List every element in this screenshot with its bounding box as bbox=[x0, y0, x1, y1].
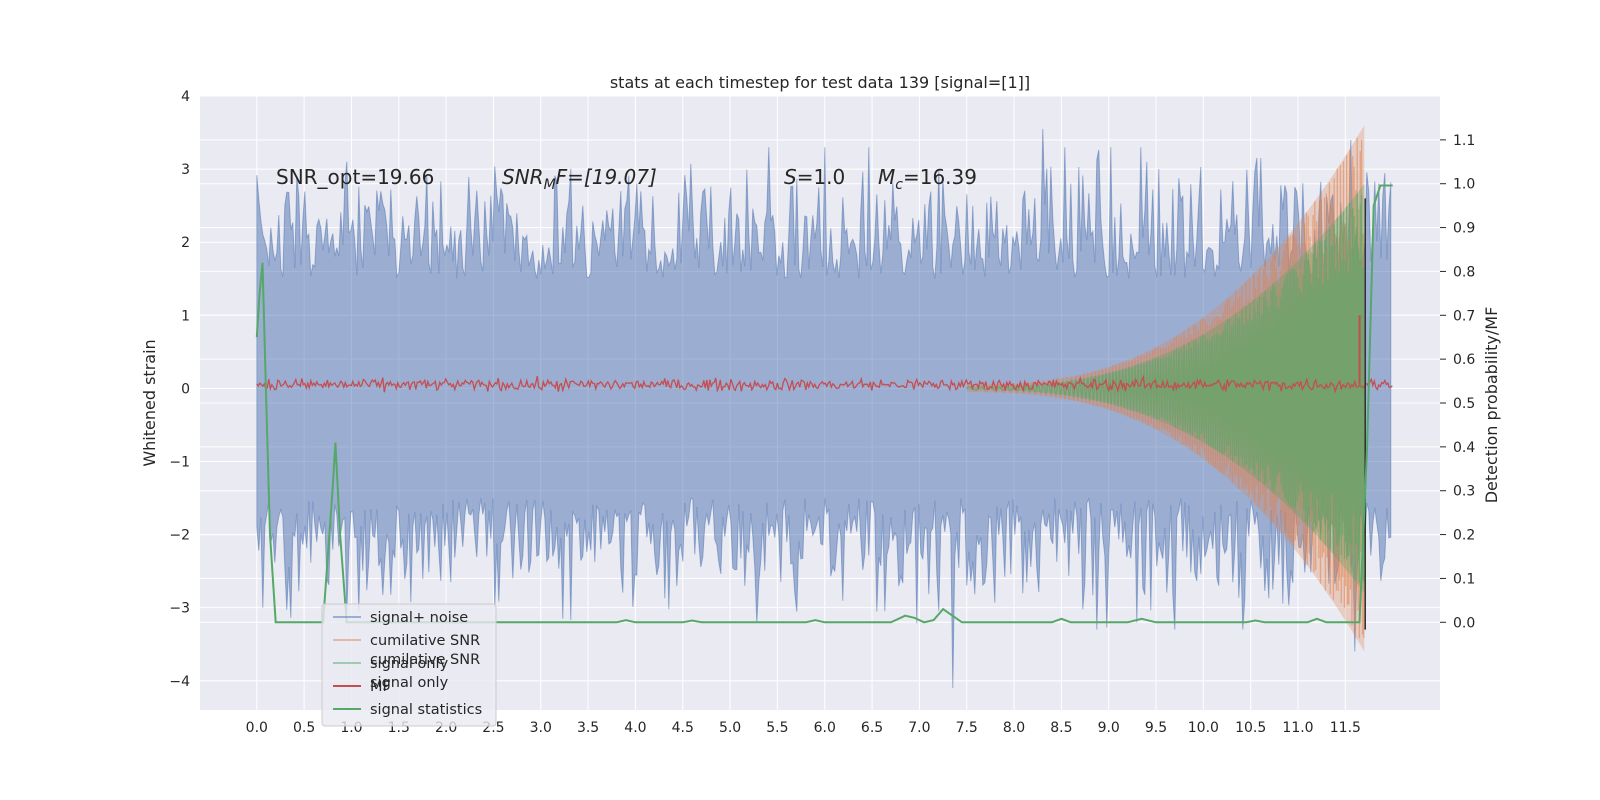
y-tick-label: −4 bbox=[169, 674, 190, 690]
x-tick-label: 3.0 bbox=[530, 720, 552, 736]
x-tick-label: 4.5 bbox=[672, 720, 694, 736]
annotation-snr-mf: SNRMF=[19.07] bbox=[502, 165, 657, 193]
signal-only-trace-envelope bbox=[966, 183, 1365, 593]
y-tick-label-right: 0.5 bbox=[1453, 396, 1475, 412]
y-tick-label-right: 0.2 bbox=[1453, 528, 1475, 544]
annotations: SNR_opt=19.66 SNRMF=[19.07] S=1.0 Mc=16.… bbox=[276, 165, 977, 193]
legend-box bbox=[321, 603, 497, 727]
legend-label: MF bbox=[370, 679, 391, 695]
legend-label: signal statistics bbox=[370, 702, 482, 718]
series-mf bbox=[256, 198, 1393, 630]
x-tick-label: 8.0 bbox=[1003, 720, 1025, 736]
x-tick-label: 11.0 bbox=[1282, 720, 1313, 736]
chart-title: stats at each timestep for test data 139… bbox=[610, 73, 1030, 92]
legend-ghost-label: signal only bbox=[370, 675, 449, 691]
y-tick-label: 0 bbox=[181, 381, 190, 397]
y-axis-label-right: Detection probability/MF bbox=[1482, 307, 1501, 504]
y-tick-label: −1 bbox=[169, 454, 190, 470]
x-tick-label: 7.5 bbox=[956, 720, 978, 736]
x-tick-label: 3.5 bbox=[577, 720, 599, 736]
signal-noise-trace bbox=[256, 128, 1392, 689]
x-tick-label: 9.5 bbox=[1145, 720, 1167, 736]
y-tick-label-right: 0.3 bbox=[1453, 484, 1475, 500]
y-tick-label-right: 0.6 bbox=[1453, 352, 1475, 368]
y-tick-label-right: 1.1 bbox=[1453, 133, 1475, 149]
y-tick-label: 1 bbox=[181, 308, 190, 324]
series-signal-statistics bbox=[255, 184, 1393, 624]
annotation-s: S=1.0 bbox=[784, 165, 845, 189]
x-tick-label: 11.5 bbox=[1330, 720, 1361, 736]
x-tick-label: 4.0 bbox=[624, 720, 646, 736]
y-tick-label-right: 0.4 bbox=[1453, 440, 1475, 456]
legend: cumilative SNR signal only signal+ noise… bbox=[321, 603, 497, 727]
x-tick-label: 6.0 bbox=[814, 720, 836, 736]
legend-label: cumilative SNR bbox=[370, 633, 480, 649]
y-tick-label: 2 bbox=[181, 235, 190, 251]
y-tick-label: −2 bbox=[169, 528, 190, 544]
annotation-mc: Mc=16.39 bbox=[878, 165, 977, 193]
y-tick-label-right: 0.7 bbox=[1453, 308, 1475, 324]
x-tick-label: 0.5 bbox=[293, 720, 315, 736]
x-tick-label: 0.0 bbox=[246, 720, 268, 736]
x-tick-label: 6.5 bbox=[861, 720, 883, 736]
y-axis-label: Whitened strain bbox=[140, 339, 159, 466]
y-tick-label-right: 0.1 bbox=[1453, 571, 1475, 587]
x-tick-label: 8.5 bbox=[1050, 720, 1072, 736]
y-tick-label-right: 0.9 bbox=[1453, 221, 1475, 237]
series-signal-noise bbox=[256, 128, 1392, 689]
signal-statistics-trace bbox=[255, 184, 1393, 624]
annotation-snr-opt: SNR_opt=19.66 bbox=[276, 165, 434, 189]
legend-ghost-label: cumilative SNR bbox=[370, 652, 480, 668]
x-tick-label: 5.0 bbox=[719, 720, 741, 736]
legend-label: signal+ noise bbox=[370, 610, 468, 626]
y-tick-label-right: 1.0 bbox=[1453, 177, 1475, 193]
x-tick-label: 10.0 bbox=[1188, 720, 1219, 736]
legend-label: signal only bbox=[370, 656, 449, 672]
y-tick-label: 4 bbox=[181, 89, 190, 105]
y-tick-label-right: 0.8 bbox=[1453, 264, 1475, 280]
x-tick-label: 9.0 bbox=[1098, 720, 1120, 736]
mf-trace bbox=[256, 374, 1393, 394]
x-tick-label: 5.5 bbox=[766, 720, 788, 736]
y-tick-label: −3 bbox=[169, 601, 190, 617]
y-tick-label: 3 bbox=[181, 162, 190, 178]
y-tick-label-right: 0.0 bbox=[1453, 615, 1475, 631]
x-tick-label: 7.0 bbox=[908, 720, 930, 736]
x-tick-label: 10.5 bbox=[1235, 720, 1266, 736]
